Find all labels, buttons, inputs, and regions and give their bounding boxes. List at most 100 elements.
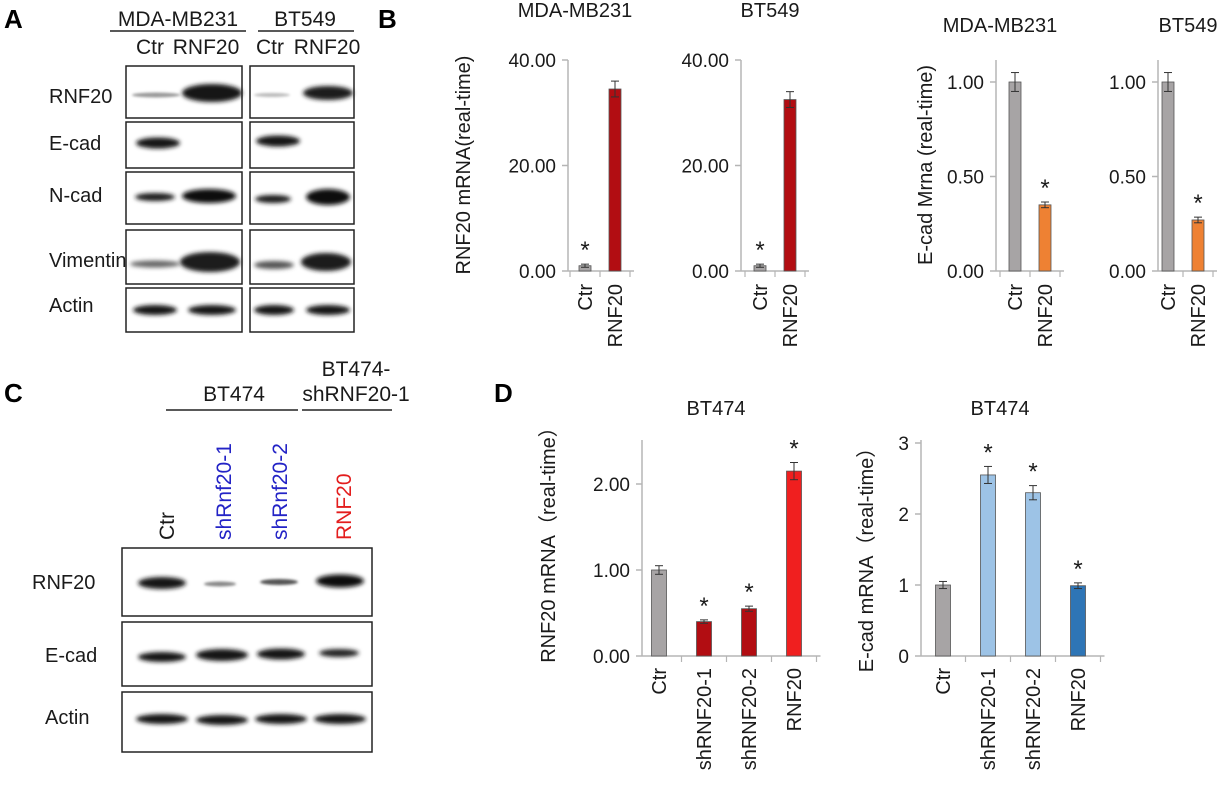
band <box>138 577 186 589</box>
lane-label-c-ctr: Ctr <box>156 512 179 540</box>
bar <box>696 621 712 657</box>
y-tick-label: 3 <box>898 434 909 455</box>
y-tick-label: 20.00 <box>508 157 556 178</box>
y-tick-label: 40.00 <box>681 51 729 72</box>
y-axis-label: E-cad Mrna (real-time) <box>915 65 937 265</box>
y-tick-label: 0.50 <box>1109 168 1146 189</box>
y-axis-label: RNF20 mRNA（real-time） <box>537 417 560 663</box>
y-tick-label: 20.00 <box>681 157 729 178</box>
blot-a-rnf20 <box>125 65 355 119</box>
band <box>316 574 364 588</box>
y-tick-label: 1.00 <box>1109 73 1146 94</box>
group-bt474-sh-label-1: BT474- <box>322 358 391 381</box>
blot-a-ecad <box>125 121 355 169</box>
chart-4: BT549 0.00 0.50 1.00 Ctr * RNF20 <box>1109 15 1217 347</box>
band <box>319 649 359 657</box>
chart-6: BT474 0 1 2 3 E-cad mRNA（real-time） Ctr * shRNF2… <box>855 398 1105 770</box>
band <box>254 93 290 97</box>
y-tick-label: 2.00 <box>593 475 630 496</box>
y-tick-label: 0.00 <box>947 262 984 283</box>
bar <box>1008 81 1022 272</box>
category-label: RNF20 <box>784 668 806 731</box>
band <box>303 86 353 100</box>
band <box>256 135 300 147</box>
blot-c-row-label-rnf20: RNF20 <box>32 572 95 594</box>
lane-label-rnf20-2: RNF20 <box>294 36 361 59</box>
bar <box>608 88 622 272</box>
bar <box>786 470 802 657</box>
y-tick-label: 0.00 <box>593 647 630 668</box>
bar <box>1070 585 1086 657</box>
band <box>254 305 294 315</box>
bar <box>935 584 951 657</box>
panel-c: C BT474 BT474- shRNF20-1 Ctr shRnf20-1 s… <box>4 358 410 753</box>
significance-asterisk: * <box>755 237 764 264</box>
bar <box>1038 204 1052 272</box>
blot-row-label-vimentin: Vimentin <box>49 250 126 272</box>
panel-c-label: C <box>4 378 23 408</box>
blot-row-label-rnf20: RNF20 <box>49 86 112 108</box>
y-tick-label: 1 <box>898 576 909 597</box>
group-bt474-label: BT474 <box>203 383 265 406</box>
band <box>136 714 188 724</box>
blot-row-label-ecad: E-cad <box>49 133 101 155</box>
chart-title: BT549 <box>1159 15 1218 37</box>
chart-2: BT549 0.00 20.00 40.00 * Ctr RNF20 <box>681 0 809 347</box>
lane-label-c-shrnf20-2: shRnf20-2 <box>269 443 292 540</box>
category-label: shRNF20-2 <box>1023 668 1045 770</box>
blot-a-actin <box>125 287 355 333</box>
lane-label-c-shrnf20-1: shRnf20-1 <box>213 443 236 540</box>
chart-title: BT474 <box>687 398 746 420</box>
band <box>182 84 242 102</box>
y-tick-label: 0 <box>898 647 909 668</box>
blot-c-actin <box>121 691 373 753</box>
category-label: Ctr <box>933 668 955 695</box>
category-label: RNF20 <box>780 284 802 347</box>
bar <box>980 474 996 657</box>
band <box>196 715 248 725</box>
category-label: RNF20 <box>605 284 627 347</box>
blot-c-row-label-ecad: E-cad <box>45 645 97 667</box>
significance-asterisk: * <box>1028 459 1037 486</box>
blot-c-rnf20 <box>121 547 373 617</box>
panel-b-label: B <box>378 4 397 34</box>
blot-row-label-ncad: N-cad <box>49 185 102 207</box>
band <box>133 305 177 315</box>
bar <box>783 99 797 272</box>
y-tick-label: 0.00 <box>692 262 729 283</box>
lane-label-c-rnf20: RNF20 <box>333 473 356 540</box>
significance-asterisk: * <box>1073 556 1082 583</box>
band <box>255 195 291 203</box>
y-axis-label: RNF20 mRNA(real-time) <box>453 56 475 275</box>
chart-title: MDA-MB231 <box>943 15 1057 37</box>
bar <box>1161 81 1175 272</box>
category-label: RNF20 <box>1035 284 1057 347</box>
blot-c-row-label-actin: Actin <box>45 707 89 729</box>
band <box>138 652 186 662</box>
chart-5: BT474 0.00 1.00 2.00 RNF20 mRNA（real-time） Ct… <box>537 398 821 770</box>
band <box>130 260 180 268</box>
y-tick-label: 2 <box>898 505 909 526</box>
band <box>135 193 175 201</box>
blot-c-ecad <box>121 621 373 687</box>
band <box>188 305 236 315</box>
y-tick-label: 0.00 <box>1109 262 1146 283</box>
significance-asterisk: * <box>580 237 589 264</box>
significance-asterisk: * <box>744 579 753 606</box>
y-tick-label: 1.00 <box>947 73 984 94</box>
group-bt474-sh-label-2: shRNF20-1 <box>302 383 409 406</box>
band <box>257 648 305 660</box>
band <box>182 189 236 203</box>
category-label: shRNF20-1 <box>978 668 1000 770</box>
panel-d-label: D <box>494 378 513 408</box>
band <box>301 253 351 271</box>
band <box>132 92 180 98</box>
bar <box>651 569 667 657</box>
y-axis-label: E-cad mRNA（real-time） <box>855 438 878 672</box>
band <box>196 649 248 661</box>
chart-title: BT474 <box>971 398 1030 420</box>
chart-title: MDA-MB231 <box>518 0 632 22</box>
band <box>136 137 180 149</box>
